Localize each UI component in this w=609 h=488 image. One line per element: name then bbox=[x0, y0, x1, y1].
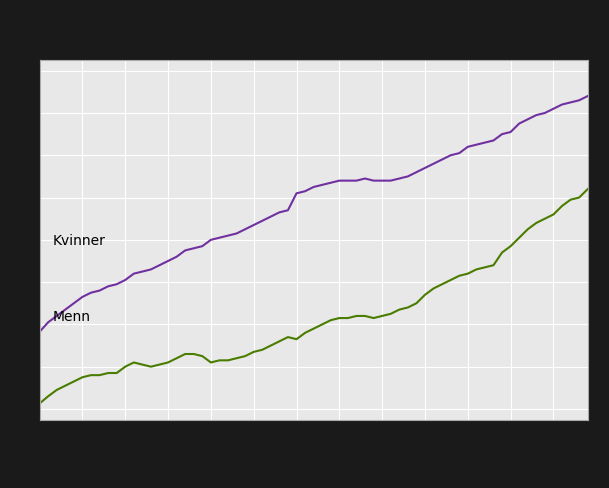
Text: Kvinner: Kvinner bbox=[52, 234, 105, 247]
Text: Menn: Menn bbox=[52, 309, 90, 324]
